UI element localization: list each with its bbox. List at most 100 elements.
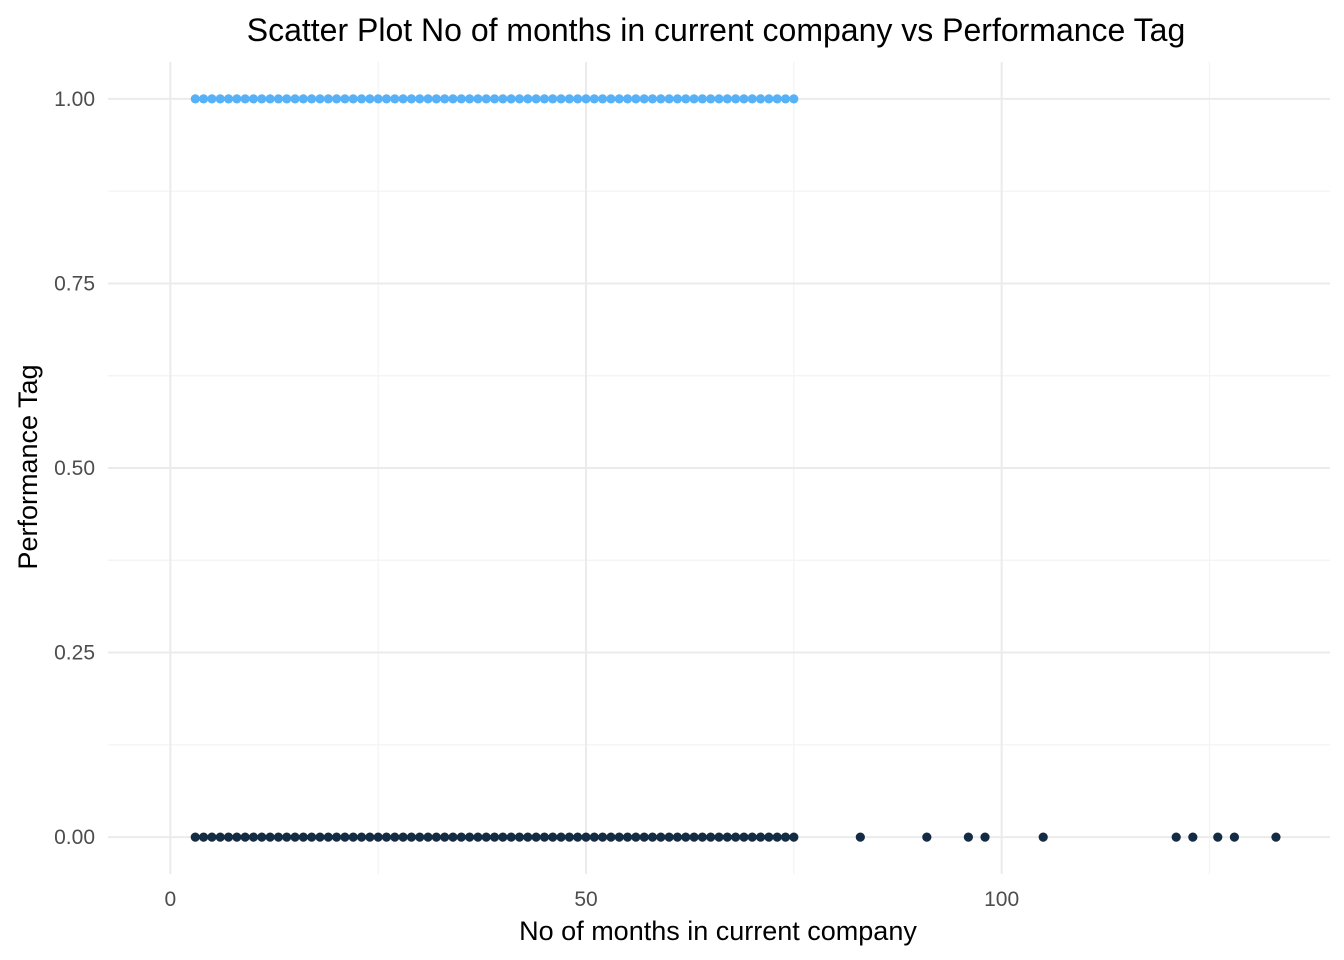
data-point (215, 832, 225, 842)
data-point (373, 94, 383, 104)
data-point (273, 94, 284, 104)
data-point (340, 832, 350, 842)
data-point (514, 832, 525, 842)
point-series-0 (190, 94, 799, 104)
data-point (647, 94, 658, 104)
data-point (573, 94, 583, 104)
data-point (631, 94, 641, 104)
chart-title: Scatter Plot No of months in current com… (247, 12, 1186, 48)
data-point (789, 94, 799, 104)
data-point (190, 94, 200, 104)
data-point (1038, 832, 1048, 842)
data-point (739, 832, 749, 842)
data-point (431, 94, 441, 104)
data-point (706, 832, 716, 842)
data-point (706, 94, 716, 104)
data-point (539, 832, 550, 842)
data-point (622, 94, 633, 104)
data-point (207, 94, 217, 104)
data-point (622, 832, 633, 842)
data-point (390, 94, 400, 104)
data-point (307, 94, 317, 104)
data-point (473, 94, 483, 104)
data-point (232, 832, 242, 842)
data-point (307, 832, 317, 842)
data-point (772, 832, 782, 842)
data-point (523, 832, 533, 842)
data-point (581, 832, 591, 842)
data-point (1171, 832, 1181, 842)
data-point (747, 832, 757, 842)
data-point (514, 94, 525, 104)
data-point (639, 832, 649, 842)
data-point (498, 832, 508, 842)
data-point (647, 832, 658, 842)
data-point (689, 832, 699, 842)
data-point (606, 832, 616, 842)
data-point (681, 94, 691, 104)
data-point (465, 94, 475, 104)
data-point (190, 832, 200, 842)
data-point (631, 832, 641, 842)
data-point (672, 94, 683, 104)
data-point (448, 94, 458, 104)
data-point (340, 94, 350, 104)
data-point (265, 94, 275, 104)
data-point (298, 94, 308, 104)
data-point (431, 832, 441, 842)
data-point (731, 94, 741, 104)
data-point (689, 94, 699, 104)
data-point (739, 94, 749, 104)
data-point (290, 832, 300, 842)
data-point (664, 832, 674, 842)
data-point (365, 832, 375, 842)
data-point (1188, 832, 1198, 842)
data-point (298, 832, 308, 842)
x-axis-title: No of months in current company (519, 916, 917, 946)
data-point (290, 94, 300, 104)
data-point (248, 94, 259, 104)
data-point (381, 94, 392, 104)
data-point (1213, 832, 1223, 842)
data-point (415, 94, 425, 104)
data-point (240, 94, 250, 104)
data-point (348, 832, 358, 842)
y-tick-label: 0.75 (54, 272, 95, 295)
y-tick-label: 0.00 (54, 826, 95, 849)
x-tick-label: 50 (574, 888, 597, 911)
data-point (315, 94, 325, 104)
data-point (323, 94, 333, 104)
data-point (755, 94, 766, 104)
data-point (398, 832, 408, 842)
data-point (506, 832, 516, 842)
data-point (415, 832, 425, 842)
data-point (606, 94, 616, 104)
data-point (722, 832, 732, 842)
data-point (523, 94, 533, 104)
data-point (332, 832, 342, 842)
grid-lines (108, 62, 1330, 874)
point-series-1 (190, 832, 1281, 842)
data-point (365, 94, 375, 104)
data-point (614, 94, 624, 104)
data-point (556, 832, 566, 842)
data-point (581, 94, 591, 104)
data-point (498, 94, 508, 104)
data-point (747, 94, 757, 104)
data-point (697, 832, 707, 842)
data-point (315, 832, 325, 842)
data-point (639, 94, 649, 104)
data-point (656, 94, 666, 104)
data-point (714, 832, 724, 842)
data-point (531, 832, 541, 842)
data-point (573, 832, 583, 842)
data-point (564, 832, 574, 842)
data-point (381, 832, 392, 842)
data-point (548, 94, 558, 104)
data-point (656, 832, 666, 842)
data-point (722, 94, 732, 104)
data-point (207, 832, 217, 842)
data-point (240, 832, 250, 842)
data-point (664, 94, 674, 104)
data-point (356, 832, 367, 842)
